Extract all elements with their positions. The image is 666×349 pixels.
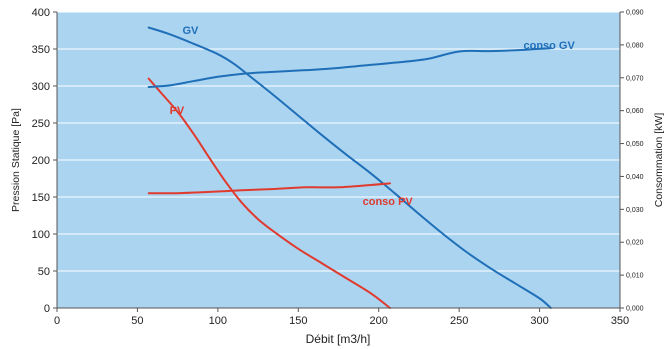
y-left-ticks: 0 50 100 150 200 250 300 350 400 [32,7,57,315]
x-axis-title: Débit [m3/h] [306,332,371,346]
series-label-gv: GV [182,25,199,37]
series-label-conso-gv: conso GV [523,40,575,52]
y-right-tick-label: 0,070 [626,75,644,82]
series-line-pv [147,77,391,309]
y-right-tick-label: 0,000 [626,306,644,313]
x-tick-label: 300 [530,315,548,327]
x-ticks: 0 50 100 150 200 250 300 350 [54,308,629,327]
x-tick-label: 50 [131,315,143,327]
y-left-tick-label: 100 [32,229,50,241]
y-right-ticks: 0,000 0,010 0,020 0,030 0,040 0,050 0,060 0,070… [620,10,644,313]
y-right-tick-label: 0,090 [626,10,644,17]
y-right-tick-label: 0,060 [626,108,644,115]
y-left-tick-label: 250 [32,118,50,130]
y-right-tick-label: 0,050 [626,141,644,148]
series-labels: GV conso GV PV conso PV [170,25,576,208]
y-left-tick-label: 200 [32,155,50,167]
y-left-tick-label: 0 [44,303,50,315]
y-left-tick-label: 300 [32,81,50,93]
series-line-conso-gv [147,47,552,88]
y-right-tick-label: 0,020 [626,240,644,247]
x-tick-label: 200 [370,315,388,327]
series-line-gv [147,26,552,309]
y-right-axis-title: Consommation [kW] [653,113,665,208]
x-tick-label: 250 [450,315,468,327]
y-right-tick-label: 0,030 [626,207,644,214]
y-left-tick-label: 50 [38,266,50,278]
y-left-axis-title: Pression Statique [Pa] [10,108,22,212]
series-label-pv: PV [170,105,185,117]
x-tick-label: 0 [54,315,60,327]
x-tick-label: 150 [289,315,307,327]
series-layer [147,26,552,309]
series-label-conso-pv: conso PV [363,196,414,208]
y-left-tick-label: 400 [32,7,50,19]
x-tick-label: 350 [611,315,629,327]
y-left-tick-label: 350 [32,44,50,56]
y-left-tick-label: 150 [32,192,50,204]
x-tick-label: 100 [209,315,227,327]
y-right-tick-label: 0,040 [626,174,644,181]
y-right-tick-label: 0,010 [626,273,644,280]
y-right-tick-label: 0,080 [626,42,644,49]
series-line-conso-pv [147,182,391,195]
